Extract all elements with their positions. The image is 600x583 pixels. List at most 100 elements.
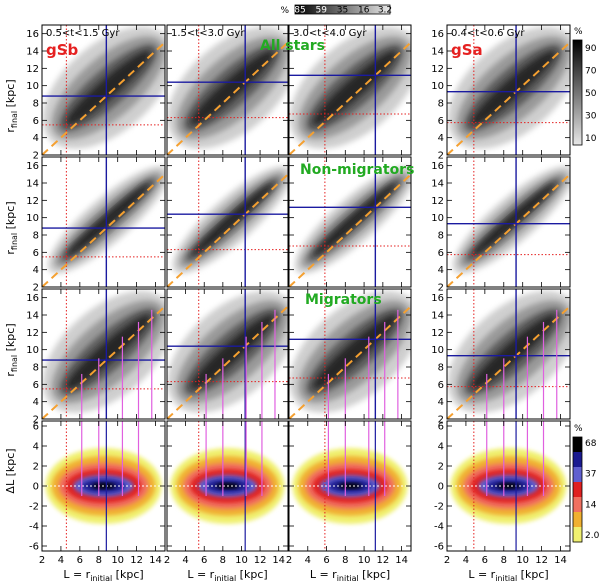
y-tick-label: 16 [26,29,39,40]
panel-r2-c4: 2 4 6 8 10 12 14 16 [431,156,571,294]
panel-r4-c4: 2 4 6 8 10 12 14 -6 -4 -2 0 2 4 6 [434,420,571,566]
x-tick-label: 4 [182,555,188,566]
y-tick-label: -4 [434,522,444,533]
y-label-row-4: ΔL [kpc] [4,448,17,493]
panel-r1-c1: 2 4 6 8 10 12 14 16 0.5<t<1.5 Gyr gSb [26,24,166,162]
panel-r4-c2: 2 4 6 8 10 12 14 [164,420,289,566]
time-range-label: 0.5<t<1.5 Gyr [46,28,120,39]
y-tick-label: 14 [26,179,39,190]
panel-r1-c4: 2 4 6 8 10 12 14 16 0.4<t<0.6 Gyr gSa [431,24,571,162]
y-tick-label: 4 [33,265,39,276]
top-colorbar-tick: 85 [294,6,305,16]
y-label-unit: [kpc] [4,79,17,107]
panel-r2-c2 [166,156,289,288]
y-tick-label: 6 [438,422,444,433]
panel-frame [288,24,412,156]
y-tick-label: 2 [438,415,444,426]
y-tick-label: 2 [33,151,39,162]
y-tick-label: 14 [26,47,39,58]
density-level-4 [471,183,555,257]
y-tick-label: 14 [431,179,444,190]
panel-frame [288,156,412,288]
panel-frame [446,288,571,420]
y-tick-label: -4 [29,522,39,533]
dl-colorbar-segment [573,452,582,468]
panel-frame [166,156,289,288]
right-colorbar-tick: 10 [585,134,597,144]
y-label-unit: [kpc] [4,201,17,229]
dl-colorbar-tick: 14 [585,500,597,510]
svg-text:rfinal [kpc]: rfinal [kpc] [4,201,19,254]
top-colorbar-tick: 59 [316,6,328,16]
dl-colorbar-unit: % [574,424,583,434]
y-tick-label: 12 [26,64,39,75]
y-tick-label: 0 [438,482,444,493]
panel-r1-c3: 3.0<t<4.0 Gyr [288,24,412,156]
panel-r3-c4: 2 4 6 8 10 12 14 16 [431,288,571,426]
panel-r4-c3: 2 4 6 8 10 12 14 [286,420,412,566]
dl-label-unit: [kpc] [4,448,17,476]
y-tick-label: 4 [438,265,444,276]
y-tick-label: 12 [26,328,39,339]
category-label-migrators: Migrators [305,292,382,308]
y-tick-label: 6 [33,422,39,433]
y-tick-label: 2 [33,415,39,426]
category-label-all-stars: All stars [260,38,325,54]
y-tick-label: 6 [33,248,39,259]
y-tick-label: 8 [33,363,39,374]
right-colorbar-tick: 70 [585,67,597,77]
x-tick-label: 6 [77,555,83,566]
y-label-main: r [4,250,17,255]
right-colorbar-tick: 50 [585,89,597,99]
y-tick-label: -2 [434,502,444,513]
y-tick-label: 10 [26,213,39,224]
x-tick-label: 12 [535,555,548,566]
density-level-4 [66,183,150,257]
x-axis-label: L = rinitial [kpc] [310,568,390,583]
dl-colorbar-segment [573,437,582,453]
y-tick-label: 10 [431,213,444,224]
one-to-one-line [167,41,288,155]
density-level-4 [66,314,151,389]
dl-colorbar-segment [573,497,582,513]
x-labels: L = rinitial [kpc] L = rinitial [kpc] L = … [63,568,548,583]
panel-r3-c1: 2 4 6 8 10 12 14 16 [26,288,166,426]
y-tick-label: 8 [438,99,444,110]
one-to-one-line [447,41,570,155]
x-tick-label: 14 [149,555,162,566]
x-tick-label: 12 [254,555,267,566]
panel-r3-c2 [166,288,289,420]
y-tick-label: 16 [26,293,39,304]
x-tick-label: 2 [164,555,170,566]
y-tick-label: 16 [431,161,444,172]
y-tick-label: 6 [438,380,444,391]
right-colorbar-bar [572,39,583,146]
top-colorbar-tick: 35 [337,6,348,16]
svg-text:rfinal [kpc]: rfinal [kpc] [4,79,19,132]
dl-colorbar-segment [573,527,582,543]
right-colorbar: % 90 70 50 30 10 [572,27,597,146]
x-tick-label: 10 [235,555,248,566]
density-level-4 [191,183,274,257]
x-tick-label: 12 [376,555,389,566]
y-tick-label: 4 [438,442,444,453]
panel-r1-c2: 1.5<t<3.0 Gyr [166,24,289,156]
x-tick-label: 14 [554,555,567,566]
y-tick-label: 6 [33,116,39,127]
panel-r4-c1: 2 4 6 8 10 12 14 -6 -4 -2 0 2 4 6 [29,420,166,566]
x-tick-label: 6 [201,555,207,566]
x-tick-label: 6 [482,555,488,566]
svg-text:rfinal [kpc]: rfinal [kpc] [4,323,19,376]
top-colorbar-tick: 16 [358,6,370,16]
panel-r2-c1: 2 4 6 8 10 12 14 16 [26,156,166,294]
y-tick-label: 2 [438,462,444,473]
density-level-4 [66,50,151,125]
x-tick-label: 6 [323,555,329,566]
y-tick-label: 10 [26,81,39,92]
x-tick-label: 10 [358,555,371,566]
x-tick-label: 10 [111,555,124,566]
x-tick-label: 14 [395,555,408,566]
x-tick-label: 10 [516,555,529,566]
y-label-row-1: rfinal [kpc] [4,79,19,132]
one-to-one-line [167,173,288,287]
